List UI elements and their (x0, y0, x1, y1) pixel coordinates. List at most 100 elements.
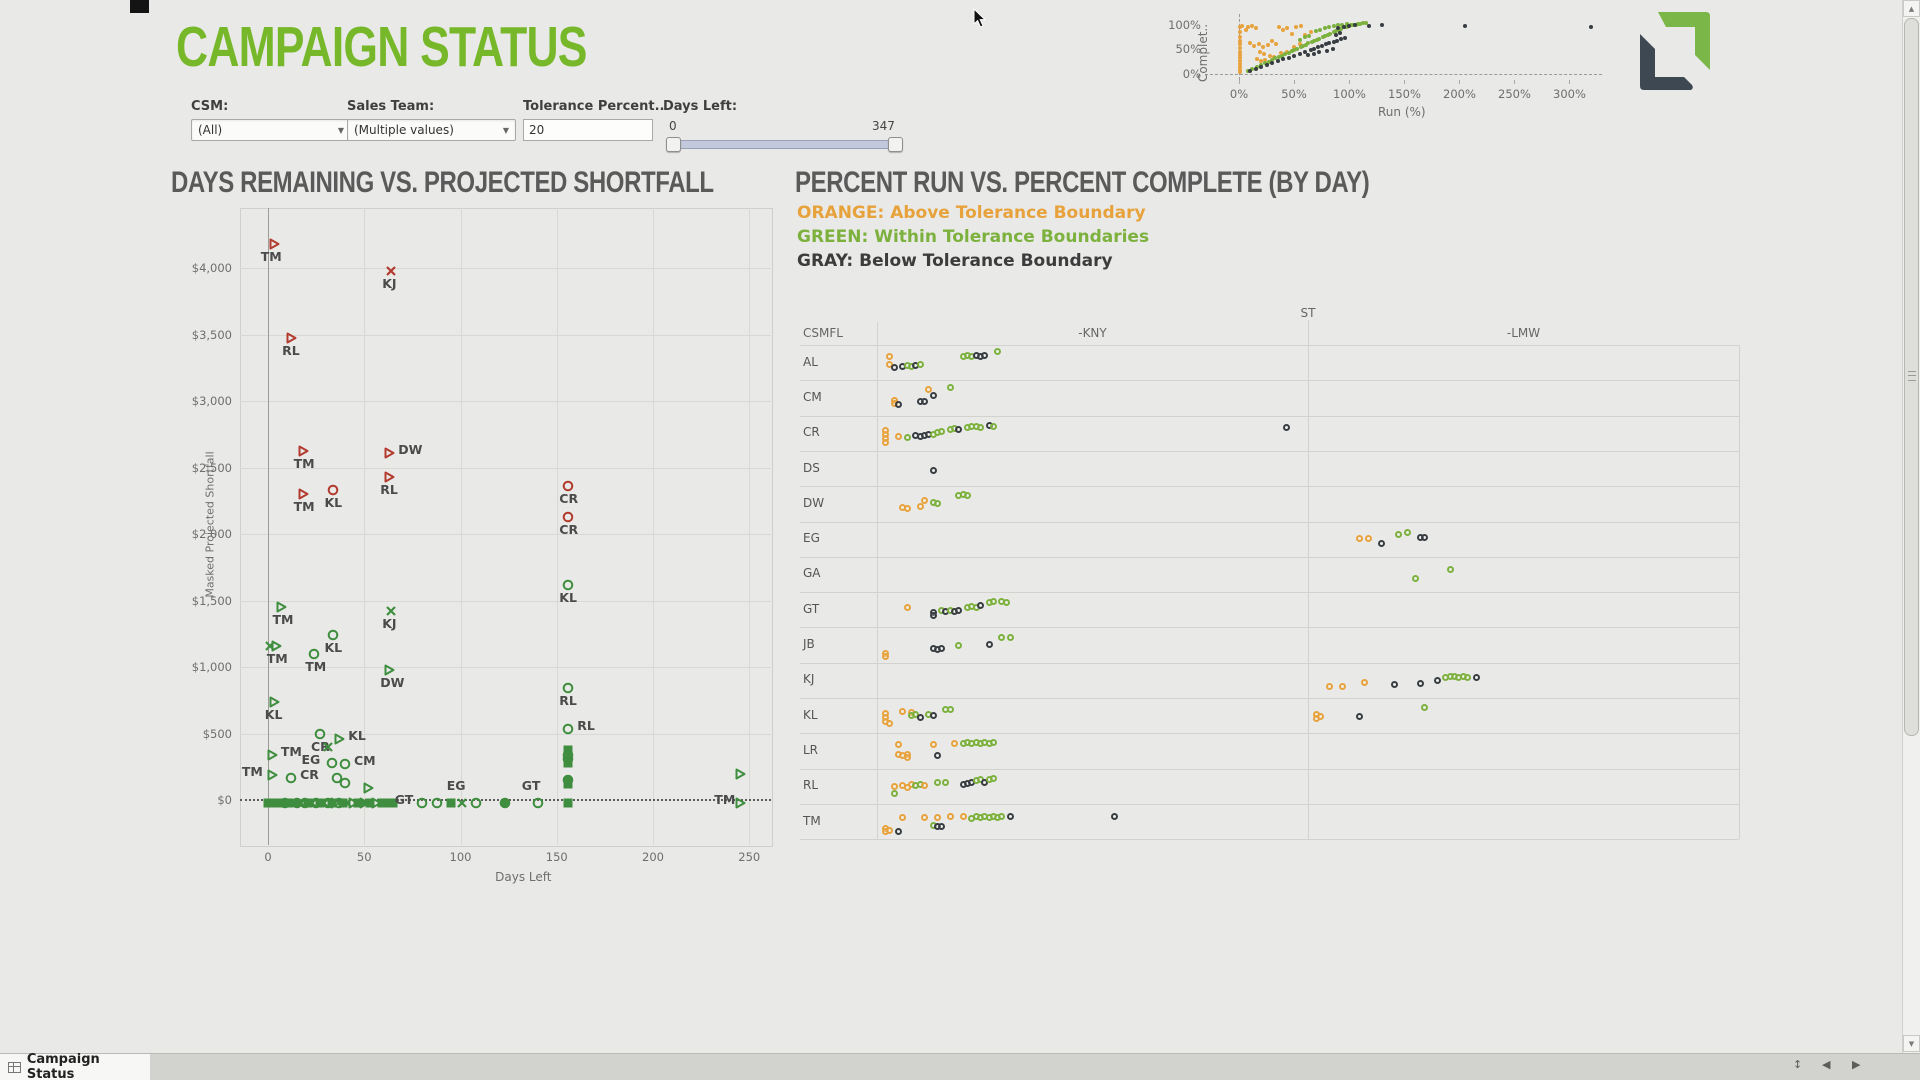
data-point[interactable] (946, 607, 954, 615)
data-point[interactable] (1333, 32, 1338, 37)
data-point[interactable] (1459, 672, 1467, 680)
data-point[interactable] (1338, 682, 1346, 690)
data-point[interactable] (1253, 26, 1258, 31)
data-point[interactable] (1327, 41, 1332, 46)
data-point[interactable] (283, 794, 295, 813)
data-point[interactable] (333, 794, 345, 813)
data-point[interactable] (903, 362, 911, 370)
data-point[interactable] (981, 352, 989, 360)
data-point[interactable] (1298, 24, 1303, 29)
data-point[interactable] (1326, 682, 1334, 690)
data-point[interactable] (1273, 56, 1278, 61)
data-point[interactable] (912, 431, 920, 439)
data-point[interactable] (1110, 813, 1118, 821)
data-point[interactable] (916, 398, 924, 406)
data-point[interactable] (946, 384, 954, 392)
data-point[interactable] (1007, 813, 1015, 821)
data-point[interactable] (285, 329, 297, 348)
data-point[interactable] (886, 827, 894, 835)
data-point[interactable] (1238, 70, 1243, 75)
data-point[interactable] (890, 397, 898, 405)
data-point[interactable] (1336, 26, 1340, 31)
data-point[interactable] (946, 425, 954, 433)
data-point[interactable] (933, 823, 941, 831)
data-point[interactable] (297, 485, 309, 504)
data-point[interactable] (302, 794, 314, 813)
data-point[interactable] (976, 740, 984, 748)
data-point[interactable] (1318, 27, 1323, 32)
data-point[interactable] (1334, 38, 1339, 43)
data-point[interactable] (899, 363, 907, 371)
data-point[interactable] (562, 775, 574, 794)
data-point[interactable] (1356, 713, 1364, 721)
data-point[interactable] (1330, 47, 1335, 52)
data-point[interactable] (920, 398, 928, 406)
data-point[interactable] (968, 815, 976, 823)
data-point[interactable] (385, 602, 397, 621)
data-point[interactable] (264, 637, 276, 656)
data-point[interactable] (1267, 53, 1272, 58)
data-point[interactable] (1342, 35, 1347, 40)
data-point[interactable] (929, 392, 937, 400)
data-point[interactable] (916, 432, 924, 440)
data-point[interactable] (299, 794, 311, 813)
data-point[interactable] (938, 823, 946, 831)
data-point[interactable] (976, 602, 984, 610)
data-point[interactable] (895, 828, 903, 836)
data-point[interactable] (1245, 24, 1250, 29)
data-point[interactable] (1270, 61, 1274, 66)
data-point[interactable] (445, 794, 457, 813)
data-point[interactable] (1320, 35, 1325, 40)
data-point[interactable] (562, 771, 574, 790)
data-point[interactable] (1326, 32, 1331, 37)
data-point[interactable] (1248, 68, 1252, 73)
data-point[interactable] (270, 794, 282, 813)
data-point[interactable] (310, 794, 322, 813)
data-point[interactable] (1238, 61, 1243, 66)
data-point[interactable] (562, 477, 574, 496)
data-point[interactable] (1285, 26, 1290, 31)
data-point[interactable] (385, 262, 397, 281)
data-point[interactable] (1377, 539, 1385, 547)
data-point[interactable] (895, 741, 903, 749)
data-point[interactable] (929, 609, 937, 617)
data-point[interactable] (1355, 22, 1360, 27)
data-point[interactable] (1275, 59, 1280, 64)
data-point[interactable] (1238, 49, 1243, 54)
data-point[interactable] (916, 503, 924, 511)
data-point[interactable] (925, 711, 933, 719)
data-point[interactable] (920, 814, 928, 822)
data-point[interactable] (994, 814, 1002, 822)
data-point[interactable] (976, 353, 984, 361)
data-point[interactable] (297, 442, 309, 461)
data-point[interactable] (1238, 58, 1243, 63)
data-point[interactable] (925, 430, 933, 438)
data-point[interactable] (266, 766, 278, 785)
data-point[interactable] (1395, 530, 1402, 538)
data-point[interactable] (985, 421, 993, 429)
data-point[interactable] (903, 783, 911, 791)
data-point[interactable] (1327, 24, 1332, 29)
data-point[interactable] (1416, 533, 1424, 541)
data-point[interactable] (959, 813, 967, 821)
data-point[interactable] (1462, 23, 1467, 28)
data-point[interactable] (1304, 42, 1309, 47)
data-point[interactable] (339, 755, 351, 774)
data-point[interactable] (1281, 27, 1285, 32)
data-point[interactable] (1455, 673, 1463, 681)
data-point[interactable] (416, 794, 428, 813)
data-point[interactable] (972, 604, 980, 612)
data-point[interactable] (1283, 52, 1288, 57)
data-point[interactable] (929, 712, 937, 720)
data-point[interactable] (1314, 28, 1318, 33)
data-point[interactable] (895, 751, 903, 759)
data-point[interactable] (322, 738, 334, 757)
data-point[interactable] (1420, 533, 1428, 541)
sales-team-dropdown[interactable]: (Multiple values) ▼ (347, 119, 516, 141)
data-point[interactable] (895, 401, 903, 409)
data-point[interactable] (1356, 534, 1364, 542)
data-point[interactable] (1276, 55, 1281, 59)
data-point[interactable] (1238, 64, 1243, 69)
data-point[interactable] (1363, 20, 1368, 25)
data-point[interactable] (964, 352, 971, 360)
